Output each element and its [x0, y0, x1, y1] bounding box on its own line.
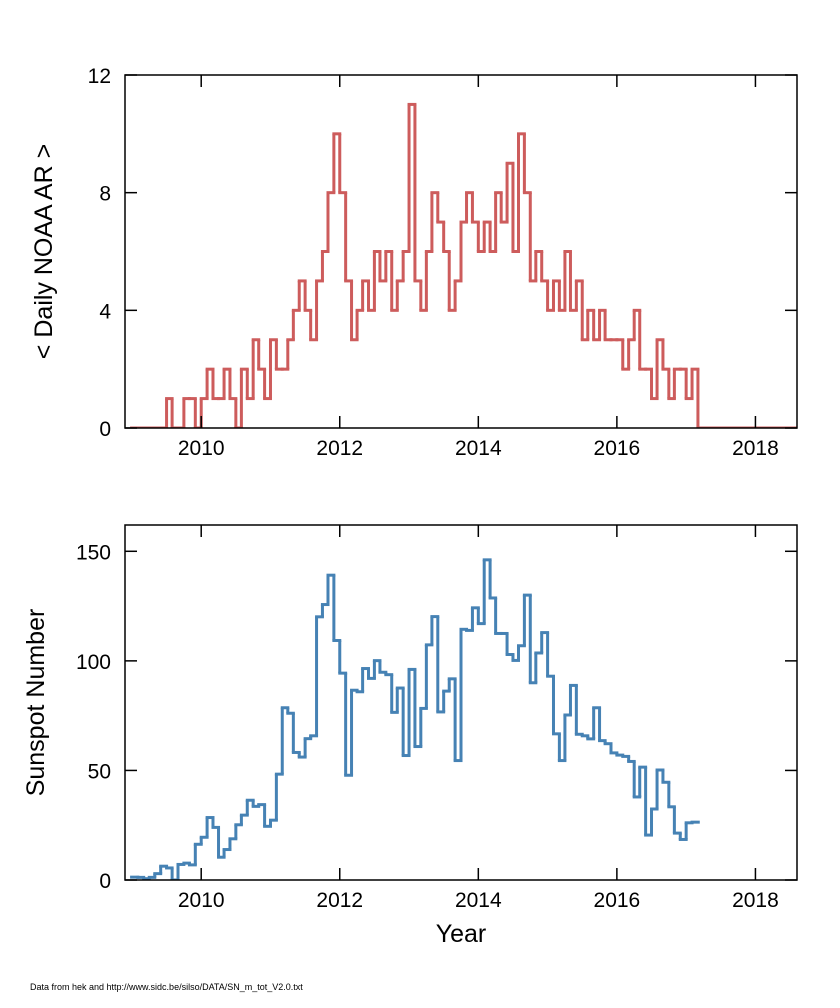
y-tick-label: 0 — [99, 870, 111, 893]
y-tick-label: 50 — [88, 760, 111, 783]
step-riser — [165, 104, 700, 428]
y-tick-label: 150 — [76, 541, 111, 564]
y-axis-label: Sunspot Number — [22, 609, 50, 797]
y-tick-label: 0 — [99, 418, 111, 441]
plot-area — [130, 102, 797, 428]
step-riser — [136, 559, 694, 880]
x-axis-label: Year — [436, 920, 487, 948]
x-tick-label: 2016 — [594, 437, 641, 460]
y-tick-label: 100 — [76, 651, 111, 674]
y-tick-label: 8 — [99, 183, 111, 206]
x-tick-label: 2018 — [732, 437, 779, 460]
y-tick-label: 12 — [88, 65, 111, 88]
x-tick-label: 2010 — [178, 437, 225, 460]
x-tick-label: 2012 — [316, 889, 363, 912]
x-tick-label: 2016 — [594, 889, 641, 912]
x-tick-label: 2014 — [455, 437, 502, 460]
axes-frame — [124, 74, 798, 429]
y-tick-label: 4 — [99, 300, 111, 323]
y-axis-label: < Daily NOAA AR > — [30, 144, 58, 359]
plot-area — [130, 558, 700, 880]
x-tick-label: 2014 — [455, 889, 502, 912]
x-tick-label: 2018 — [732, 889, 779, 912]
x-tick-label: 2010 — [178, 889, 225, 912]
axes-frame — [124, 524, 798, 881]
x-tick-label: 2012 — [316, 437, 363, 460]
footer-note: Data from hek and http://www.sidc.be/sil… — [30, 982, 303, 992]
